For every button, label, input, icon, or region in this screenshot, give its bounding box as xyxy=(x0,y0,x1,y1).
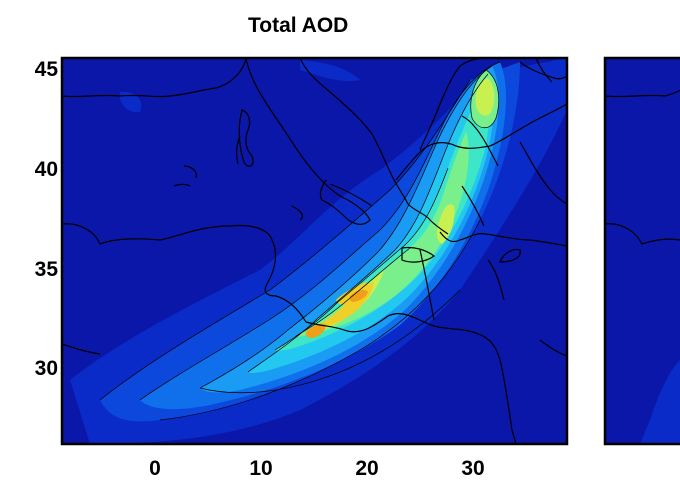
second-map-panel xyxy=(605,58,680,444)
aod-contour-level xyxy=(119,91,142,113)
coastlines xyxy=(62,58,567,444)
lat-tick-label: 35 xyxy=(34,258,58,281)
map-frame xyxy=(60,56,569,446)
contour-lines xyxy=(99,61,501,421)
lon-tick-label: 0 xyxy=(149,457,161,480)
lon-tick-label: 30 xyxy=(461,457,485,480)
aod-contour-level xyxy=(300,60,360,82)
lat-tick-label: 40 xyxy=(34,158,58,181)
aod-contour-field xyxy=(62,58,567,444)
second-panel-frame xyxy=(603,56,680,446)
lat-tick-label: 45 xyxy=(34,58,58,81)
aod-contour-level xyxy=(296,132,469,337)
aod-contour-level xyxy=(475,78,495,116)
aod-contour-level xyxy=(305,323,326,338)
coastlines xyxy=(605,89,680,245)
lat-tick-label: 30 xyxy=(34,357,58,380)
map-title: Total AOD xyxy=(248,14,349,37)
aod-contour-level xyxy=(640,360,680,444)
aod-contour-level xyxy=(349,289,368,302)
aod-contour-level xyxy=(336,282,369,305)
lon-tick-label: 10 xyxy=(249,457,273,480)
aod-contour-level xyxy=(100,62,520,422)
lon-tick-label: 20 xyxy=(355,457,379,480)
